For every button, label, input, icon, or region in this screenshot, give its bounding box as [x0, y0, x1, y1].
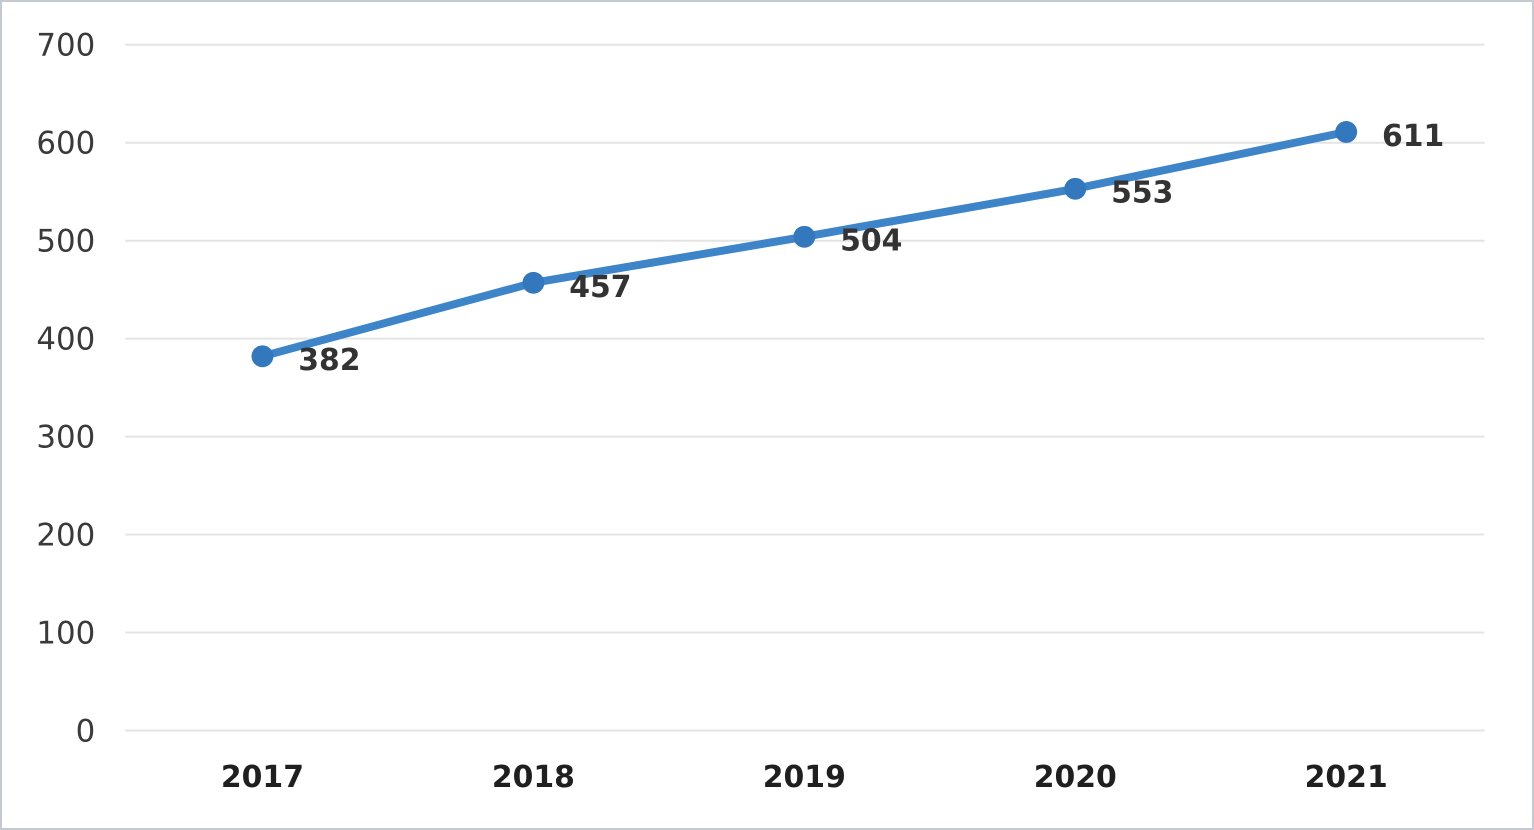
- x-axis-tick-label: 2019: [763, 760, 846, 795]
- data-label: 553: [1111, 176, 1173, 211]
- y-axis-tick-label: 400: [36, 322, 95, 358]
- data-point-marker: [251, 345, 274, 368]
- data-label: 504: [840, 224, 902, 259]
- data-label: 457: [569, 270, 631, 305]
- y-axis-tick-label: 500: [36, 224, 95, 260]
- y-axis-tick-label: 700: [36, 28, 95, 64]
- x-axis-tick-label: 2018: [492, 760, 575, 795]
- y-axis-tick-label: 0: [76, 713, 96, 749]
- data-point-marker: [522, 271, 545, 294]
- y-axis-tick-label: 200: [36, 518, 95, 554]
- data-point-marker: [1064, 177, 1087, 200]
- data-point-marker: [1335, 121, 1358, 143]
- data-point-marker: [793, 225, 816, 248]
- x-axis-tick-label: 2017: [221, 760, 304, 795]
- y-axis-tick-label: 600: [36, 126, 95, 162]
- data-label: 382: [298, 343, 360, 378]
- y-axis-tick-label: 300: [36, 420, 95, 456]
- y-axis-tick-label: 100: [36, 615, 95, 651]
- x-axis-tick-label: 2020: [1034, 760, 1117, 795]
- data-label: 611: [1382, 119, 1444, 154]
- x-axis-tick-label: 2021: [1305, 760, 1388, 795]
